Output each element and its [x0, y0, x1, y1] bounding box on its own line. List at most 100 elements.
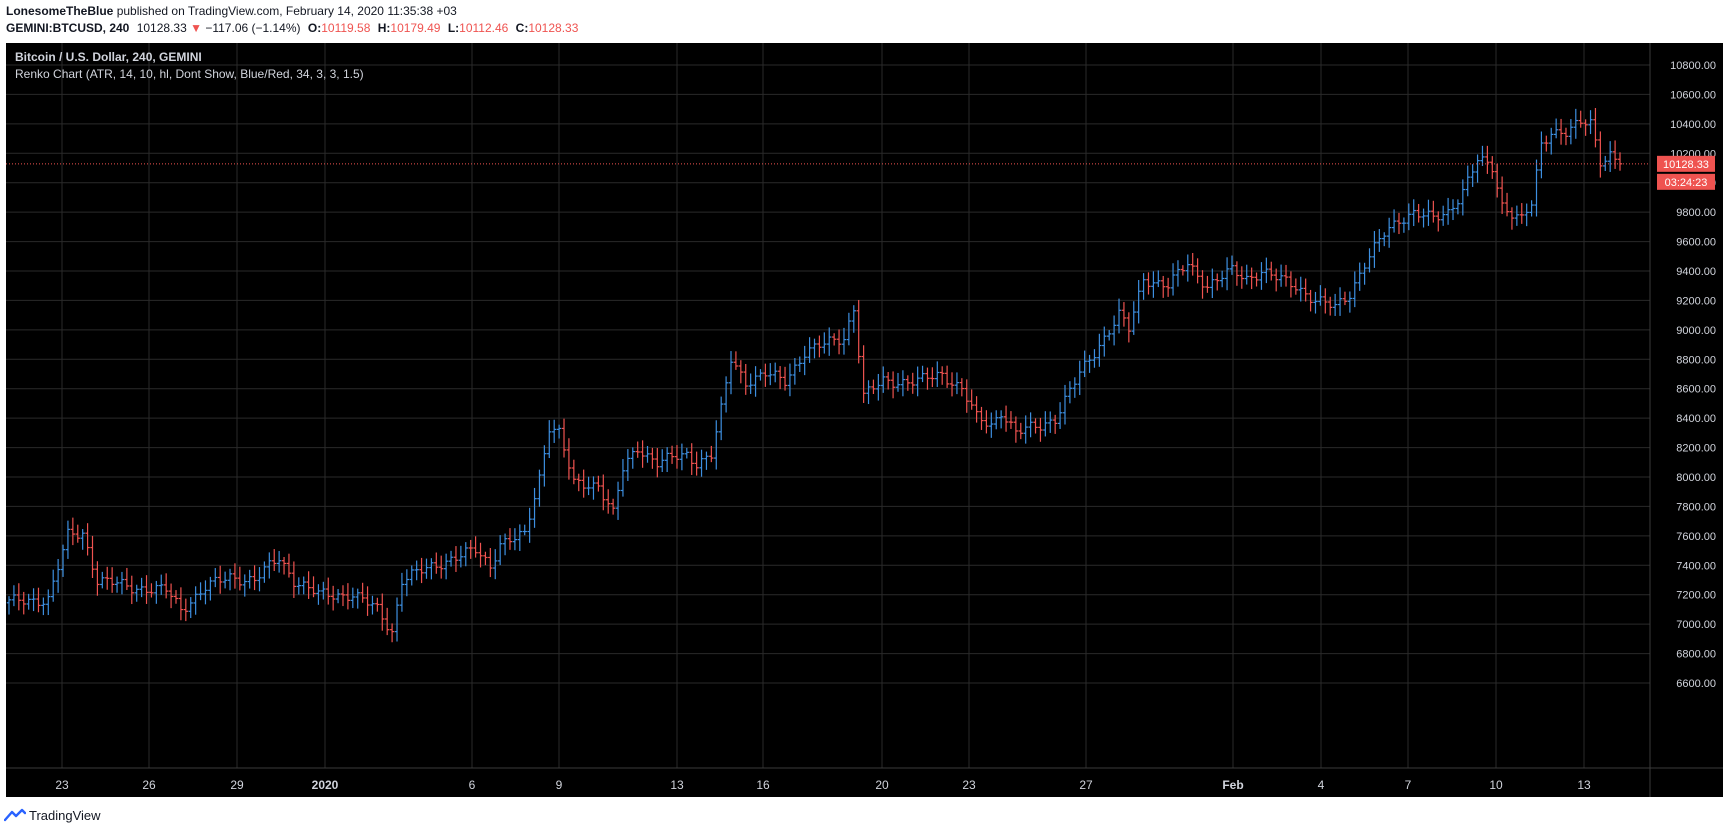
ohlc-bar [193, 586, 198, 615]
ohlc-bar [414, 560, 419, 581]
price-tick-label: 6800.00 [1676, 649, 1716, 661]
ohlc-bar [409, 565, 414, 586]
time-tick-label: 10 [1489, 778, 1503, 792]
ohlc-bar [424, 558, 429, 579]
ohlc-bar [1269, 261, 1274, 281]
ohlc-bar [1593, 107, 1598, 148]
ohlc-bar [812, 338, 817, 359]
ohlc-bar [1367, 248, 1372, 273]
ohlc-bar [728, 351, 734, 395]
ohlc-bar [21, 591, 26, 615]
ohlc-bar [625, 449, 631, 481]
ohlc-bar [380, 593, 385, 631]
ohlc-bar [674, 445, 680, 469]
ohlc-bar [792, 358, 798, 385]
time-tick-label: 9 [556, 778, 563, 792]
ohlc-bar [242, 574, 247, 597]
ohlc-bar [26, 593, 31, 610]
ohlc-bar [149, 583, 154, 598]
close-label: C: [515, 21, 529, 35]
ohlc-bar [375, 597, 380, 612]
ohlc-bar [483, 551, 488, 566]
ohlc-bar [1372, 231, 1377, 268]
symbol-info: GEMINI:BTCUSD, 240 10128.33 ▼ −117.06 (−… [6, 21, 578, 37]
ohlc-bar [900, 370, 906, 397]
ohlc-bar [1303, 278, 1308, 302]
ohlc-bar [576, 473, 581, 492]
price-bars [6, 107, 1623, 643]
ohlc-bar [1357, 262, 1362, 291]
ohlc-bar [694, 451, 699, 476]
tradingview-logo[interactable]: TradingView [4, 806, 101, 824]
ohlc-bar [1347, 291, 1353, 313]
ohlc-bar [905, 375, 911, 391]
ohlc-bar [1514, 205, 1520, 226]
last-price-label: 10128.33 [1663, 159, 1709, 171]
price-tick-label: 10400.00 [1670, 119, 1716, 131]
ohlc-bar [443, 553, 449, 580]
ohlc-bar [1504, 192, 1510, 217]
price-tick-label: 8600.00 [1676, 384, 1716, 396]
ohlc-bar [1067, 381, 1073, 404]
author-name[interactable]: LonesomeTheBlue [6, 4, 114, 18]
ohlc-bar [16, 583, 22, 611]
ohlc-bar [1264, 257, 1269, 284]
ohlc-bar [286, 553, 292, 578]
ohlc-bar [1450, 199, 1456, 221]
ohlc-bar [1539, 131, 1544, 179]
ohlc-bar [591, 476, 596, 500]
chart-canvas[interactable]: 6600.00 6800.00 7000.00 7200.00 7400.00 7600.… [0, 43, 1729, 797]
ohlc-bar [1170, 263, 1176, 296]
ohlc-bar [925, 367, 930, 390]
time-axis[interactable]: 23 26 29 2020 6 9 13 16 20 23 27 Feb 4 7 10 13 [55, 778, 1591, 792]
ohlc-bar [1278, 264, 1284, 287]
price-tick-label: 9400.00 [1676, 266, 1716, 278]
ohlc-bar [267, 552, 272, 579]
ohlc-bar [1568, 119, 1574, 145]
ohlc-bar [718, 396, 724, 441]
ohlc-bar [610, 498, 616, 515]
ohlc-bar [502, 533, 508, 556]
ohlc-bar [787, 363, 793, 397]
ohlc-bar [262, 561, 267, 583]
ohlc-bar [1480, 145, 1485, 166]
ohlc-bar [733, 351, 739, 370]
ohlc-bar [547, 420, 552, 459]
ohlc-bar [1490, 156, 1495, 179]
ohlc-bar [41, 597, 46, 616]
ohlc-bar [227, 568, 233, 591]
legend-indicator[interactable]: Renko Chart (ATR, 14, 10, hl, Dont Show,… [15, 67, 364, 81]
time-tick-label: 29 [230, 778, 244, 792]
ohlc-bar [1485, 145, 1490, 174]
ohlc-bar [458, 545, 464, 568]
ohlc-bar [1224, 257, 1230, 291]
ohlc-bar [709, 445, 714, 463]
ohlc-bar [139, 577, 144, 598]
ohlc-bar [370, 595, 375, 615]
ohlc-bar [1028, 412, 1033, 438]
ohlc-bar [1008, 411, 1014, 429]
ohlc-bar [1151, 271, 1156, 298]
open-value: 10119.58 [321, 21, 371, 35]
ohlc-bar [994, 410, 999, 430]
ohlc-bar [1455, 199, 1461, 215]
high-label: H: [377, 21, 391, 35]
ohlc-bar [1607, 141, 1613, 172]
ohlc-bar [930, 367, 935, 388]
ohlc-bar [797, 356, 802, 373]
ohlc-bar [664, 447, 670, 473]
ohlc-bar [493, 549, 498, 580]
ohlc-bar [551, 419, 557, 443]
ohlc-bar [586, 476, 591, 496]
published-text: published on TradingView.com, February 1… [116, 4, 457, 18]
price-axis[interactable]: 6600.00 6800.00 7000.00 7200.00 7400.00 7600.… [1670, 60, 1716, 690]
ohlc-bar [615, 481, 621, 520]
ohlc-bar [90, 535, 95, 578]
ohlc-bar [1426, 199, 1431, 226]
ohlc-bar [65, 520, 71, 559]
ohlc-bar [1111, 315, 1117, 346]
ohlc-bar [1445, 197, 1451, 225]
ohlc-bar [1470, 164, 1475, 187]
ohlc-bar [355, 588, 360, 609]
ohlc-bar [773, 362, 778, 383]
